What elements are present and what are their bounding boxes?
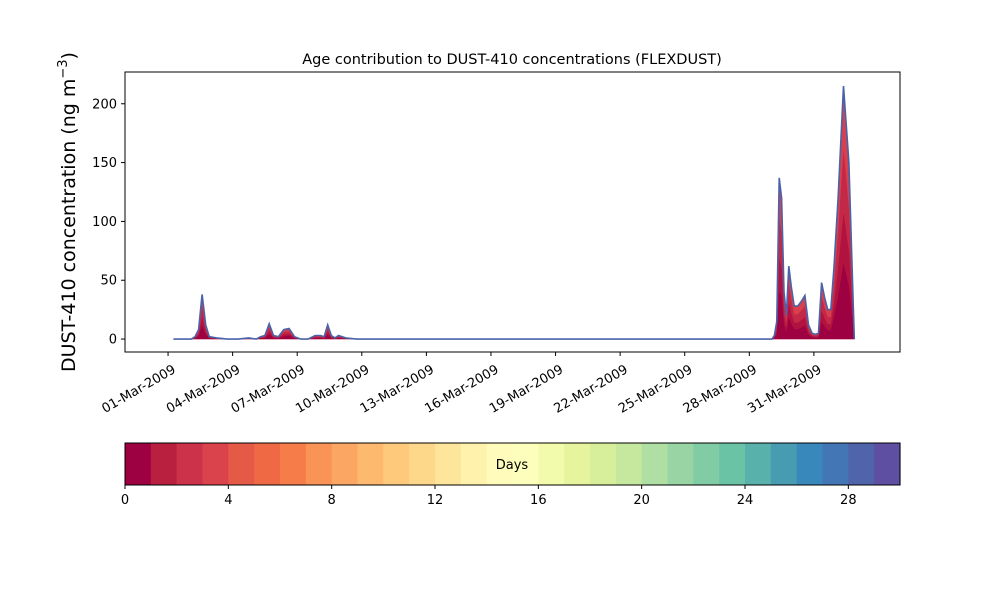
y-tick-label: 200 <box>92 97 117 112</box>
colorbar-tick-label: 28 <box>840 493 857 508</box>
colorbar-cell <box>538 443 565 485</box>
colorbar-tick-label: 12 <box>427 493 444 508</box>
y-axis: 0 50 100 150 200 <box>92 97 125 348</box>
colorbar-ticks: 0 4 8 12 16 20 24 28 <box>121 485 857 508</box>
y-tick-label: 0 <box>109 333 117 348</box>
total-concentration-line <box>173 86 856 340</box>
colorbar-tick-label: 20 <box>633 493 650 508</box>
plot-area <box>124 71 901 353</box>
colorbar-cell <box>254 443 281 485</box>
colorbar-cell <box>874 443 901 485</box>
concentration-area-layers <box>173 86 855 340</box>
colorbar-cell <box>641 443 669 485</box>
y-tick-label: 100 <box>92 215 117 230</box>
colorbar-tick-label: 24 <box>737 493 754 508</box>
colorbar-cell <box>150 443 178 485</box>
age-band-area-2 <box>173 212 855 340</box>
x-tick-label: 31-Mar-2009 <box>745 362 824 416</box>
plot-frame <box>124 71 901 353</box>
colorbar-cells <box>125 443 901 485</box>
colorbar-cell <box>383 443 410 485</box>
age-band-area-0 <box>173 86 855 340</box>
x-axis: 01-Mar-200904-Mar-200907-Mar-200910-Mar-… <box>99 352 824 417</box>
colorbar-cell <box>848 443 875 485</box>
colorbar-tick-label: 16 <box>530 493 547 508</box>
colorbar-cell <box>770 443 798 485</box>
colorbar-tick-label: 4 <box>224 493 232 508</box>
colorbar-cell <box>435 443 462 485</box>
age-band-area-3 <box>173 263 855 340</box>
y-axis-label-main: DUST-410 concentration (ng m <box>58 79 80 372</box>
colorbar-cell <box>125 443 152 485</box>
colorbar-cell <box>822 443 849 485</box>
colorbar-cell <box>409 443 436 485</box>
y-axis-label-exponent: −3 <box>56 59 71 78</box>
colorbar-cell <box>228 443 255 485</box>
colorbar-frame <box>124 442 901 486</box>
colorbar-cell <box>745 443 772 485</box>
y-axis-label: DUST-410 concentration (ng m−3) <box>56 52 80 372</box>
colorbar-cell <box>590 443 617 485</box>
chart-title: Age contribution to DUST-410 concentrati… <box>302 52 722 68</box>
colorbar-cell <box>486 443 514 485</box>
y-tick-label: 150 <box>92 156 117 171</box>
colorbar-label: Days <box>496 458 529 473</box>
colorbar-cell <box>331 443 359 485</box>
colorbar-cell <box>667 443 694 485</box>
colorbar-cell <box>280 443 307 485</box>
colorbar-cell <box>564 443 591 485</box>
colorbar-cell <box>305 443 333 485</box>
y-axis-label-close: ) <box>58 52 80 59</box>
age-colorbar: Days 0 4 8 12 16 20 24 28 <box>121 442 901 508</box>
colorbar-cell <box>796 443 824 485</box>
colorbar-cell <box>357 443 384 485</box>
colorbar-cell <box>202 443 229 485</box>
y-tick-label: 50 <box>100 274 117 289</box>
colorbar-cell <box>693 443 720 485</box>
colorbar-cell <box>512 443 539 485</box>
colorbar-tick-label: 8 <box>328 493 336 508</box>
colorbar-cell <box>615 443 643 485</box>
colorbar-cell <box>176 443 204 485</box>
age-band-area-1 <box>173 149 855 340</box>
colorbar-cell <box>719 443 746 485</box>
colorbar-tick-label: 0 <box>121 493 129 508</box>
colorbar-cell <box>460 443 488 485</box>
